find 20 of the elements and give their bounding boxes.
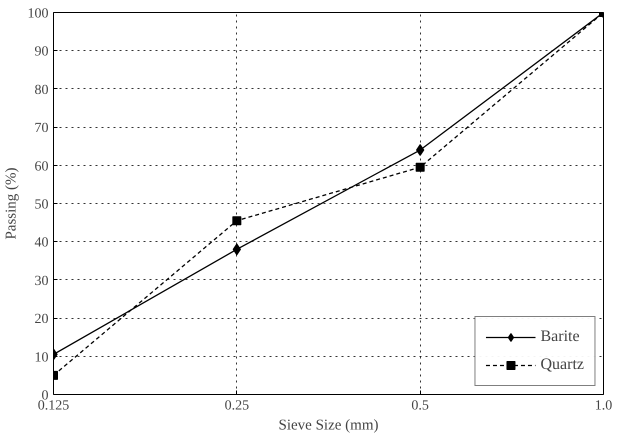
- y-tick-label: 40: [34, 236, 48, 251]
- y-tick-label: 80: [34, 82, 48, 98]
- point: [416, 162, 425, 172]
- y-tick-label: 100: [28, 6, 48, 22]
- y-tick-label: 60: [34, 159, 48, 174]
- y-axis-title: Passing (%): [4, 167, 20, 240]
- x-tick-label: 0.25: [224, 398, 250, 414]
- x-tick-label: 0.125: [38, 398, 70, 414]
- y-tick-label: 90: [34, 44, 48, 60]
- y-tick-label: 10: [34, 350, 48, 366]
- x-tick-label: 1.0: [594, 398, 612, 414]
- x-tick-label: 0.5: [411, 398, 429, 414]
- y-tick-label: 70: [34, 121, 48, 136]
- legend-label: Quartz: [540, 356, 584, 374]
- y-tick-label: 20: [34, 312, 48, 328]
- x-axis-title: Sieve Size (mm): [278, 418, 378, 434]
- y-tick-label: 50: [34, 198, 48, 212]
- legend-label: Barite: [540, 328, 580, 346]
- y-tick-label: 30: [34, 274, 48, 289]
- point: [232, 216, 242, 226]
